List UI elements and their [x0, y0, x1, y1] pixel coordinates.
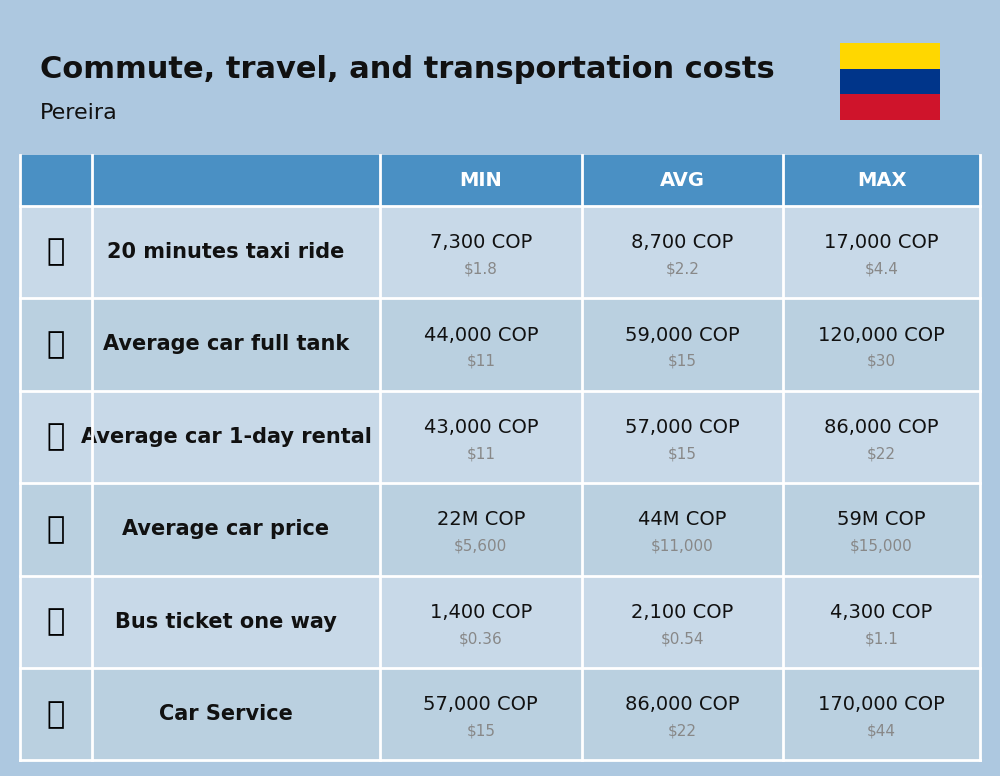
- Text: $15: $15: [466, 724, 495, 739]
- Text: 44,000 COP: 44,000 COP: [424, 326, 538, 345]
- Text: 2,100 COP: 2,100 COP: [631, 603, 734, 622]
- Text: Average car 1-day rental: Average car 1-day rental: [81, 427, 371, 447]
- FancyBboxPatch shape: [20, 298, 380, 390]
- Text: 57,000 COP: 57,000 COP: [423, 695, 538, 715]
- Text: Pereira: Pereira: [40, 102, 118, 123]
- Text: 120,000 COP: 120,000 COP: [818, 326, 945, 345]
- Text: $15: $15: [668, 354, 697, 369]
- Text: Average car price: Average car price: [122, 519, 330, 539]
- FancyBboxPatch shape: [380, 206, 980, 298]
- Text: 59M COP: 59M COP: [837, 511, 926, 529]
- Text: $2.2: $2.2: [665, 262, 699, 276]
- Text: Bus ticket one way: Bus ticket one way: [115, 611, 337, 632]
- Text: ⛽: ⛽: [47, 330, 65, 359]
- Text: $1.8: $1.8: [464, 262, 498, 276]
- Text: $11,000: $11,000: [651, 539, 714, 554]
- FancyBboxPatch shape: [380, 668, 980, 760]
- FancyBboxPatch shape: [380, 155, 980, 206]
- FancyBboxPatch shape: [20, 206, 380, 298]
- FancyBboxPatch shape: [840, 68, 940, 95]
- Text: Car Service: Car Service: [159, 705, 293, 724]
- Text: 8,700 COP: 8,700 COP: [631, 233, 734, 252]
- Text: $15,000: $15,000: [850, 539, 913, 554]
- Text: 22M COP: 22M COP: [437, 511, 525, 529]
- Text: 59,000 COP: 59,000 COP: [625, 326, 740, 345]
- Text: 20 minutes taxi ride: 20 minutes taxi ride: [107, 242, 345, 262]
- Text: 44M COP: 44M COP: [638, 511, 727, 529]
- FancyBboxPatch shape: [840, 43, 940, 68]
- FancyBboxPatch shape: [20, 390, 380, 483]
- Text: 🚗: 🚗: [47, 514, 65, 544]
- Text: $22: $22: [867, 446, 896, 462]
- Text: Average car full tank: Average car full tank: [103, 334, 349, 355]
- Text: 43,000 COP: 43,000 COP: [424, 418, 538, 437]
- Text: 57,000 COP: 57,000 COP: [625, 418, 740, 437]
- Text: 7,300 COP: 7,300 COP: [430, 233, 532, 252]
- FancyBboxPatch shape: [840, 95, 940, 120]
- FancyBboxPatch shape: [380, 483, 980, 576]
- FancyBboxPatch shape: [20, 668, 380, 760]
- FancyBboxPatch shape: [380, 576, 980, 668]
- Text: 86,000 COP: 86,000 COP: [625, 695, 740, 715]
- FancyBboxPatch shape: [380, 298, 980, 390]
- FancyBboxPatch shape: [20, 483, 380, 576]
- Text: 🚙: 🚙: [47, 422, 65, 452]
- Text: 170,000 COP: 170,000 COP: [818, 695, 945, 715]
- Text: AVG: AVG: [660, 171, 705, 190]
- Text: 4,300 COP: 4,300 COP: [830, 603, 933, 622]
- FancyBboxPatch shape: [380, 390, 980, 483]
- FancyBboxPatch shape: [20, 155, 380, 206]
- Text: $22: $22: [668, 724, 697, 739]
- Text: $0.36: $0.36: [459, 632, 503, 646]
- Text: $11: $11: [466, 354, 495, 369]
- Text: $0.54: $0.54: [661, 632, 704, 646]
- Text: 🔧: 🔧: [47, 700, 65, 729]
- Text: $30: $30: [867, 354, 896, 369]
- FancyBboxPatch shape: [20, 576, 380, 668]
- Text: 86,000 COP: 86,000 COP: [824, 418, 939, 437]
- Text: $11: $11: [466, 446, 495, 462]
- Text: $5,600: $5,600: [454, 539, 507, 554]
- Text: $1.1: $1.1: [865, 632, 899, 646]
- Text: 17,000 COP: 17,000 COP: [824, 233, 939, 252]
- Text: 🚕: 🚕: [47, 237, 65, 266]
- Text: $15: $15: [668, 446, 697, 462]
- Text: 1,400 COP: 1,400 COP: [430, 603, 532, 622]
- Text: Commute, travel, and transportation costs: Commute, travel, and transportation cost…: [40, 55, 775, 85]
- Text: $44: $44: [867, 724, 896, 739]
- Text: MAX: MAX: [857, 171, 906, 190]
- Text: 🚌: 🚌: [47, 608, 65, 636]
- Text: $4.4: $4.4: [865, 262, 899, 276]
- Text: MIN: MIN: [459, 171, 502, 190]
